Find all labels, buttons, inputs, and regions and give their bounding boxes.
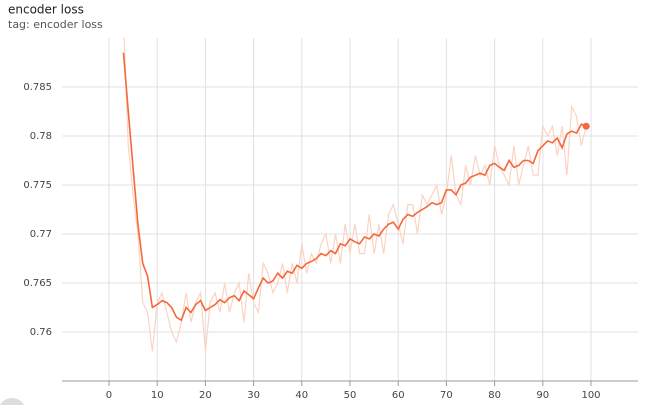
series-line — [122, 52, 587, 322]
x-tick-label: 20 — [199, 390, 212, 401]
chart-subtitle: tag: encoder loss — [8, 18, 103, 31]
x-tick-label: 30 — [247, 390, 260, 401]
x-tick-label: 0 — [106, 390, 112, 401]
y-tick-label: 0.76 — [30, 327, 52, 338]
series-line — [123, 38, 587, 352]
y-tick-label: 0.78 — [30, 131, 52, 142]
y-tick-label: 0.765 — [23, 278, 52, 289]
corner-button[interactable] — [0, 398, 26, 409]
x-tick-label: 90 — [536, 390, 549, 401]
x-tick-label: 80 — [488, 390, 501, 401]
x-tick-label: 40 — [295, 390, 308, 401]
chart-title: encoder loss — [8, 3, 84, 17]
x-tick-label: 60 — [392, 390, 405, 401]
y-tick-label: 0.775 — [23, 180, 52, 191]
x-tick-label: 10 — [151, 390, 164, 401]
y-tick-label: 0.785 — [23, 82, 52, 93]
last-point — [582, 122, 590, 130]
x-tick-label: 100 — [581, 390, 600, 401]
x-tick-label: 70 — [440, 390, 453, 401]
y-tick-label: 0.77 — [30, 229, 52, 240]
x-tick-label: 50 — [344, 390, 357, 401]
